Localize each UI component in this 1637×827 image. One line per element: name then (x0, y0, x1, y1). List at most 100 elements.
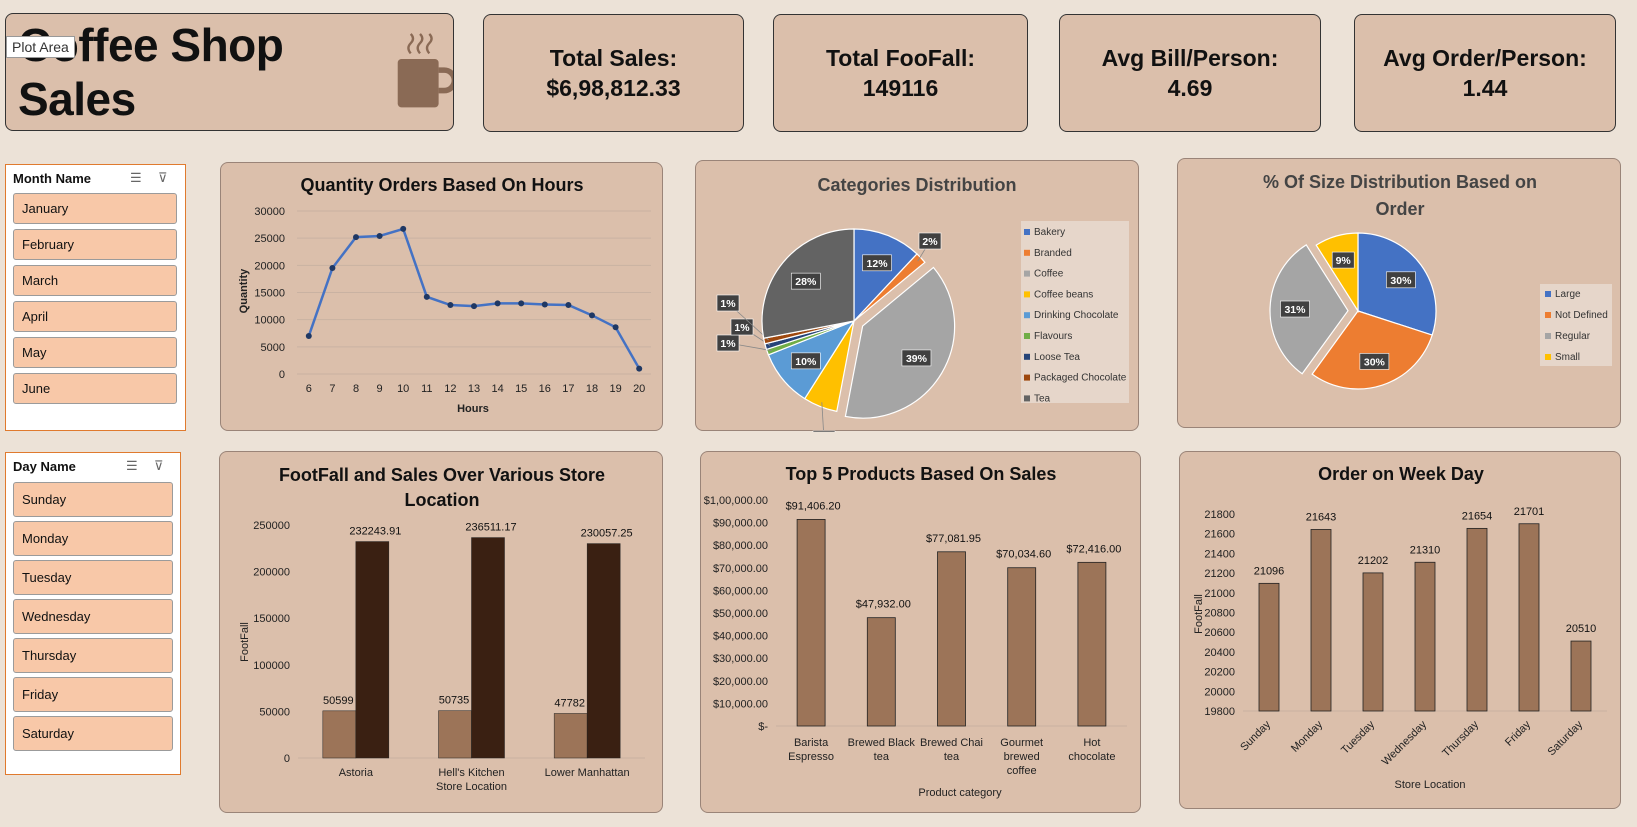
chart-title-line-2: Location (405, 490, 480, 510)
legend-box (1021, 221, 1129, 403)
data-label-box (716, 294, 740, 312)
y-tick-label: 200000 (253, 567, 290, 579)
kpi-label: Avg Bill/Person: (1101, 45, 1279, 71)
x-tick-label: 19 (609, 383, 621, 395)
chart-title: Top 5 Products Based On Sales (786, 464, 1057, 484)
slicer-item-friday[interactable]: Friday (13, 677, 173, 712)
x-tick-label: 6 (306, 383, 312, 395)
data-label-box (1386, 271, 1416, 289)
x-tick-label: 18 (586, 383, 598, 395)
slicer-item-june[interactable]: June (13, 373, 177, 404)
hourly-orders-chart: Quantity Orders Based On Hours Quantity … (238, 175, 651, 415)
title-card: Coffee Shop Sales (5, 13, 454, 131)
y-tick-label: $20,000.00 (713, 676, 768, 688)
slicer-item-march[interactable]: March (13, 265, 177, 296)
y-tick-label: 15000 (254, 288, 285, 300)
y-tick-label: 20000 (254, 260, 285, 272)
clear-filter-icon[interactable]: ⊽ (154, 458, 164, 473)
weekday-orders-chart-panel: Order on Week Day FootFall Store Locatio… (1179, 451, 1621, 809)
line-point (423, 293, 430, 300)
line-point (353, 234, 359, 241)
x-tick-label: Monday (1289, 718, 1326, 755)
legend-label: Large (1555, 289, 1581, 300)
data-label: 21310 (1410, 544, 1441, 556)
size-pie-chart: % Of Size Distribution Based on Order 30… (1263, 172, 1612, 390)
data-label-box (1359, 353, 1390, 370)
data-label-box (1280, 300, 1310, 318)
slicer-title: Month Name (13, 171, 91, 186)
x-tick-label: 14 (491, 383, 503, 395)
y-tick-label: 50000 (259, 706, 290, 718)
x-tick-label: 20 (633, 383, 645, 395)
y-tick-label: 100000 (253, 660, 290, 672)
data-label: $47,932.00 (856, 599, 911, 611)
data-label: $70,034.60 (996, 549, 1051, 561)
legend-swatch (1024, 291, 1030, 298)
data-label-box (730, 318, 754, 336)
slicer-item-saturday[interactable]: Saturday (13, 716, 173, 751)
y-tick-label: $- (758, 721, 768, 733)
legend-swatch (1545, 333, 1551, 339)
chart-title-line-1: % Of Size Distribution Based on (1263, 172, 1537, 192)
bar (1310, 529, 1332, 712)
y-tick-label: 10000 (254, 315, 285, 327)
month-slicer[interactable]: Month Name ☰ ⊽ January February March Ap… (5, 164, 186, 431)
x-tick-label: 8 (353, 383, 359, 395)
multi-select-icon[interactable]: ☰ (126, 458, 138, 473)
chart-title-line-1: FootFall and Sales Over Various Store (279, 465, 605, 485)
data-label: 30% (1390, 275, 1412, 287)
pie-slice (853, 228, 918, 323)
line-point (589, 312, 595, 319)
bar (1518, 523, 1540, 712)
data-label: 1% (734, 322, 750, 334)
slicer-item-may[interactable]: May (13, 337, 177, 368)
data-label: 21643 (1306, 511, 1337, 523)
legend-swatch (1024, 353, 1030, 360)
day-slicer[interactable]: Day Name ☰ ⊽ Sunday Monday Tuesday Wedne… (5, 452, 181, 775)
bar (586, 543, 621, 759)
slicer-item-april[interactable]: April (13, 301, 177, 332)
legend-label: Loose Tea (1034, 352, 1080, 363)
bar (796, 519, 826, 727)
multi-select-icon[interactable]: ☰ (130, 170, 142, 185)
data-label: 232243.91 (349, 526, 401, 538)
legend-label: Not Defined (1555, 310, 1608, 321)
slicer-item-february[interactable]: February (13, 229, 177, 260)
data-label: 20510 (1566, 623, 1597, 635)
bar (1077, 561, 1107, 727)
data-label: 50599 (323, 695, 354, 707)
data-label: 12% (867, 258, 889, 270)
legend-swatch (1024, 270, 1030, 277)
slicer-item-thursday[interactable]: Thursday (13, 638, 173, 673)
slicer-item-sunday[interactable]: Sunday (13, 482, 173, 517)
kpi-avg-order: Avg Order/Person: 1.44 (1354, 14, 1616, 132)
x-tick-label: 15 (515, 383, 527, 395)
kpi-total-sales: Total Sales: $6,98,812.33 (483, 14, 744, 132)
y-tick-label: 20400 (1204, 647, 1235, 659)
legend-box (1540, 284, 1612, 366)
kpi-label: Total FooFall: (825, 45, 976, 71)
footfall-sales-chart-panel: FootFall and Sales Over Various Store Lo… (219, 451, 663, 813)
slicer-item-monday[interactable]: Monday (13, 521, 173, 556)
bar (355, 541, 390, 759)
y-tick-label: $40,000.00 (713, 631, 768, 643)
slicer-item-tuesday[interactable]: Tuesday (13, 560, 173, 595)
data-label: $72,416.00 (1066, 543, 1121, 555)
x-tick-label: Friday (1503, 718, 1533, 748)
line-point (494, 300, 501, 307)
slicer-item-wednesday[interactable]: Wednesday (13, 599, 173, 634)
slicer-item-january[interactable]: January (13, 193, 177, 224)
x-tick-label: Hot (1083, 737, 1100, 749)
line-point (636, 365, 643, 372)
y-tick-label: 30000 (254, 206, 285, 218)
bar (866, 617, 896, 727)
bar (553, 713, 588, 759)
footfall-sales-chart: FootFall and Sales Over Various Store Lo… (239, 465, 645, 793)
line-point (541, 301, 548, 308)
y-tick-label: 21200 (1204, 568, 1235, 580)
clear-filter-icon[interactable]: ⊽ (158, 170, 168, 185)
data-label: 30% (1364, 356, 1386, 368)
data-label-box (716, 334, 740, 352)
line-point (518, 300, 525, 307)
line-point (471, 303, 477, 310)
